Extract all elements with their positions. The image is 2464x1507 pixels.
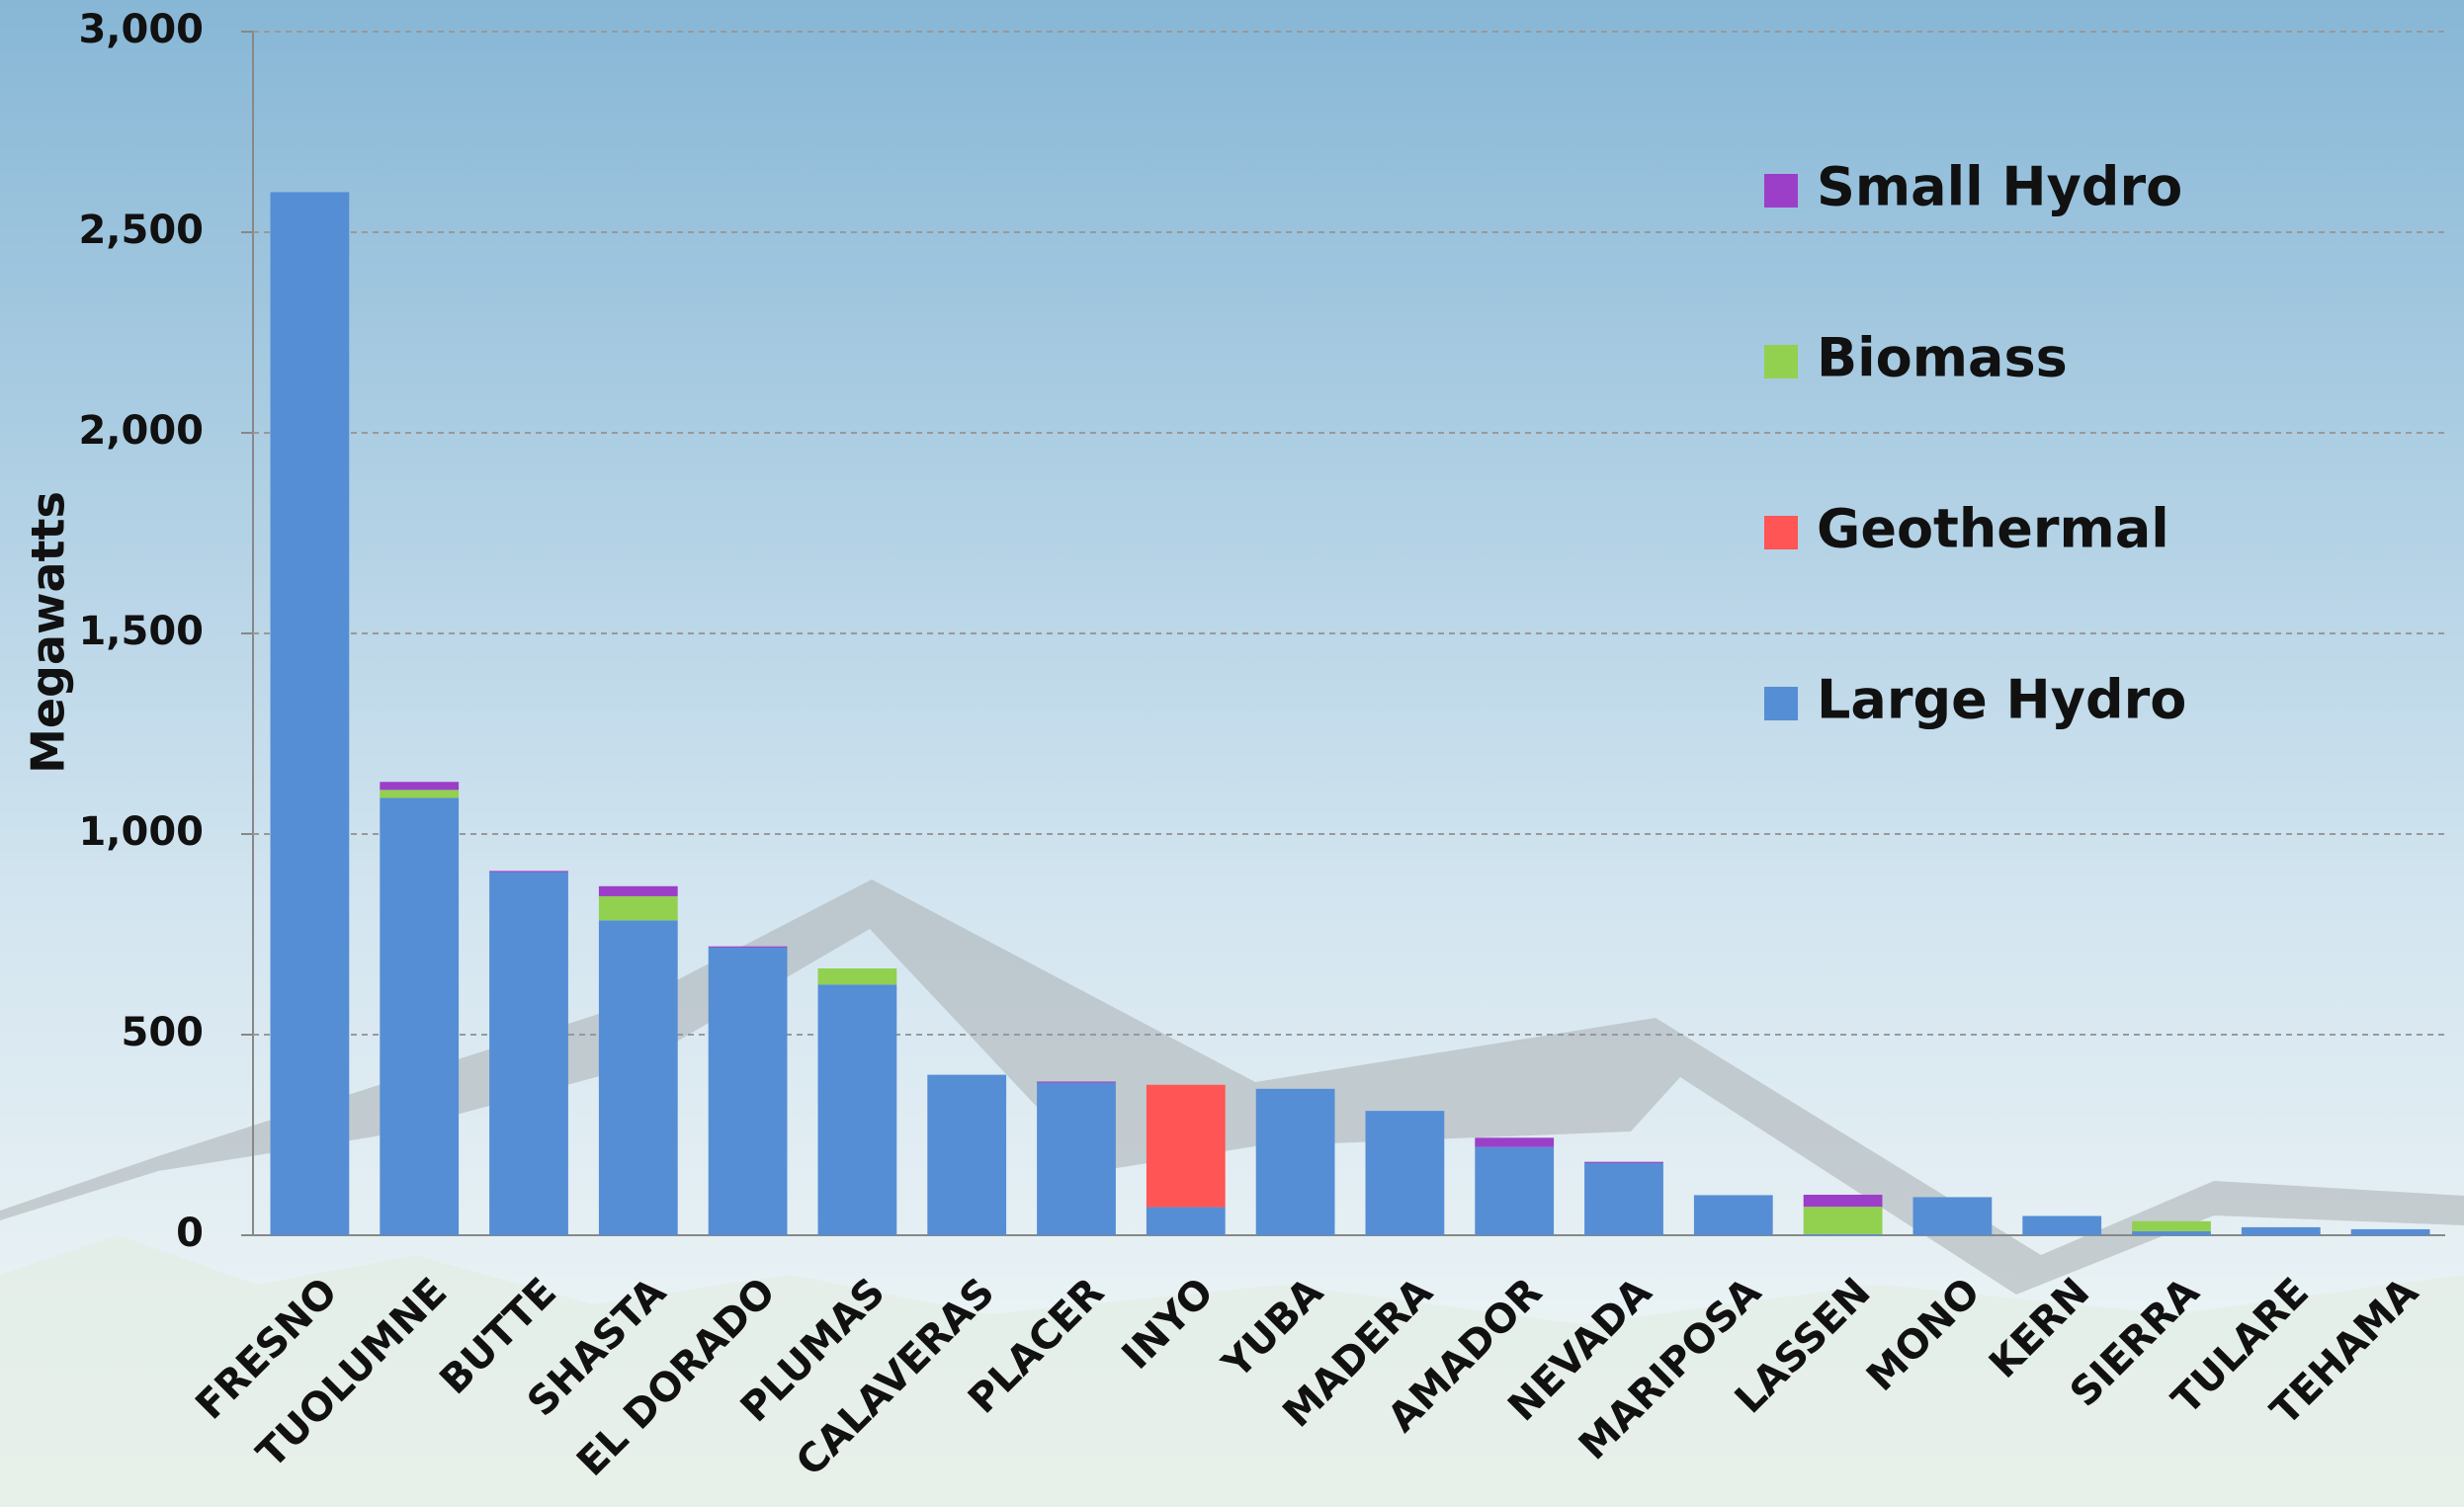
y-tick-label: 2,000 bbox=[78, 408, 204, 454]
bar-segment bbox=[598, 920, 678, 1235]
bar-segment bbox=[2022, 1215, 2102, 1235]
bar-segment bbox=[489, 871, 568, 873]
bar-segment bbox=[708, 947, 788, 1235]
bar-segment bbox=[598, 895, 678, 921]
foreground bbox=[0, 1235, 2464, 1507]
y-tick-label: 1,500 bbox=[78, 609, 204, 654]
bar-segment bbox=[489, 872, 568, 1235]
bar-segment bbox=[270, 192, 350, 1235]
mountain bbox=[0, 879, 2464, 1295]
legend-label: Biomass bbox=[1817, 327, 2068, 389]
bar-segment bbox=[927, 1074, 1007, 1235]
bar-segment bbox=[1146, 1084, 1226, 1208]
y-tick-label: 1,000 bbox=[78, 809, 204, 855]
y-tick-label: 0 bbox=[176, 1211, 204, 1256]
bar-segment bbox=[1146, 1207, 1226, 1235]
bar-segment bbox=[1584, 1161, 1663, 1163]
bar-segment bbox=[1037, 1081, 1116, 1083]
legend-swatch bbox=[1764, 174, 1798, 208]
bar-segment bbox=[380, 790, 460, 798]
bar-segment bbox=[1803, 1207, 1883, 1234]
bar-segment bbox=[2132, 1230, 2211, 1235]
y-tick-label: 500 bbox=[122, 1010, 205, 1055]
legend-swatch bbox=[1764, 516, 1798, 549]
bar-segment bbox=[1584, 1162, 1663, 1235]
bar-segment bbox=[1912, 1197, 1993, 1235]
bar-segment bbox=[1475, 1137, 1555, 1147]
bar-segment bbox=[817, 968, 897, 985]
bar-segment bbox=[817, 984, 897, 1235]
bar-segment bbox=[380, 797, 460, 1235]
bar-segment bbox=[2241, 1226, 2321, 1235]
legend-label: Geothermal bbox=[1817, 498, 2169, 560]
y-axis-label: Megawatts bbox=[22, 491, 75, 774]
bar-segment bbox=[1037, 1082, 1116, 1235]
legend-swatch bbox=[1764, 687, 1798, 720]
bar-segment bbox=[1803, 1194, 1883, 1208]
bar-segment bbox=[1475, 1146, 1555, 1235]
bar-segment bbox=[1255, 1088, 1335, 1235]
legend-swatch bbox=[1764, 345, 1798, 378]
bar-segment bbox=[2350, 1228, 2430, 1235]
y-tick-label: 2,500 bbox=[78, 208, 204, 253]
bar-segment bbox=[708, 946, 788, 948]
bar-segment bbox=[2132, 1220, 2211, 1231]
legend-label: Large Hydro bbox=[1817, 669, 2186, 731]
bar-segment bbox=[1693, 1195, 1773, 1235]
bar-segment bbox=[380, 782, 460, 791]
bar-segment bbox=[598, 885, 678, 896]
bar-segment bbox=[1365, 1111, 1445, 1235]
bar-segment bbox=[1803, 1233, 1883, 1235]
y-tick-label: 3,000 bbox=[78, 7, 204, 52]
legend-label: Small Hydro bbox=[1817, 156, 2182, 218]
